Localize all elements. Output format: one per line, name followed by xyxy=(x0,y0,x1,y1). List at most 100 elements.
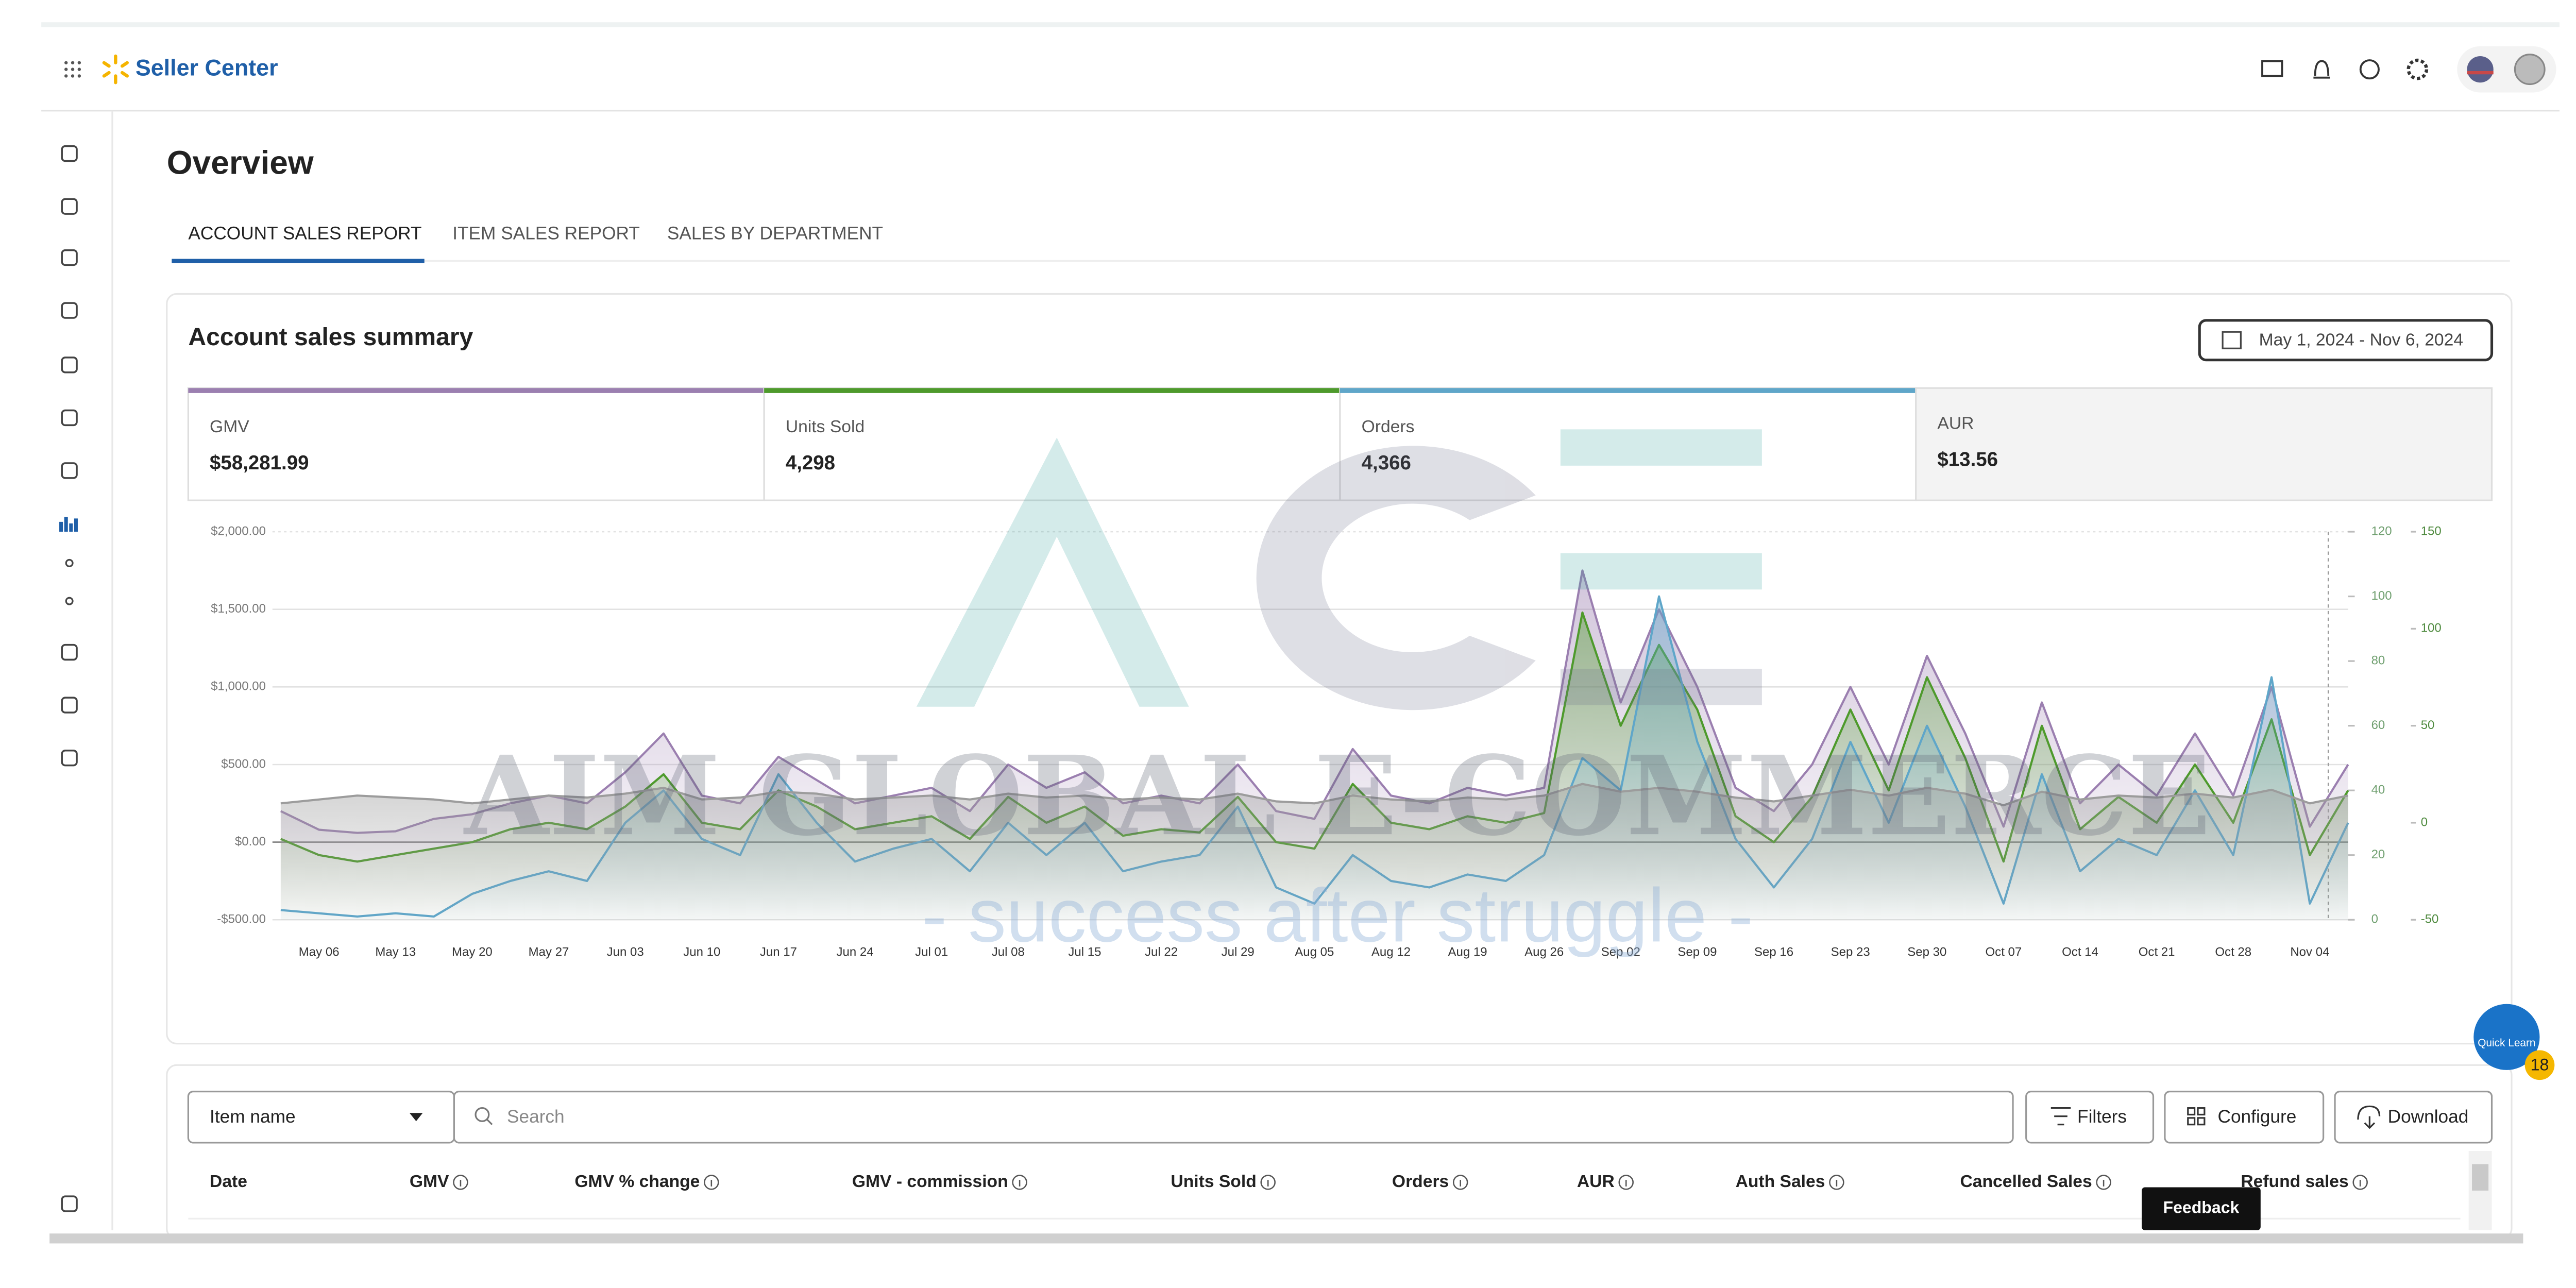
filter-field: Item name xyxy=(210,1107,296,1127)
x-tick-label: Jun 17 xyxy=(760,945,797,959)
y2-tick-label: 80 xyxy=(2371,653,2385,667)
tab[interactable]: ACCOUNT SALES REPORT xyxy=(188,223,421,243)
kpi-label: Units Sold xyxy=(786,417,865,436)
x-tick-label: Sep 23 xyxy=(1831,945,1870,959)
kpi-value: 4,366 xyxy=(1362,452,1411,474)
nav-icon[interactable] xyxy=(61,1195,78,1212)
column-header[interactable]: GMV - commission xyxy=(852,1172,1008,1191)
quick-learn-badge xyxy=(2524,1050,2555,1080)
avatar[interactable] xyxy=(2514,54,2546,86)
kpi-label: AUR xyxy=(1937,414,1974,433)
quick-learn-button[interactable] xyxy=(2473,1004,2540,1070)
card-title: Account sales summary xyxy=(188,323,473,351)
top-bar: Seller Center xyxy=(64,46,2556,93)
brand[interactable]: Seller Center xyxy=(135,54,278,80)
x-tick-label: Jul 22 xyxy=(1145,945,1178,959)
download-button[interactable] xyxy=(2334,1090,2493,1144)
kpi-label: Orders xyxy=(1362,417,1415,436)
nav-icon[interactable] xyxy=(61,302,78,319)
info-icon[interactable] xyxy=(2096,1175,2111,1190)
info-icon[interactable] xyxy=(1829,1175,1844,1190)
x-tick-label: Oct 14 xyxy=(2062,945,2098,959)
nav-icon[interactable] xyxy=(61,643,78,661)
date-range-button[interactable] xyxy=(2198,319,2494,362)
kpi-tab[interactable] xyxy=(763,387,1341,501)
settings-icon[interactable] xyxy=(2406,58,2429,80)
kpi-tab[interactable] xyxy=(1915,387,2493,501)
configure-button[interactable] xyxy=(2164,1090,2325,1144)
mail-icon[interactable] xyxy=(2261,60,2283,77)
kpi-value: $13.56 xyxy=(1937,448,1998,470)
x-tick-label: Jun 03 xyxy=(607,945,644,959)
badge-count: 18 xyxy=(2531,1055,2549,1074)
filters-icon xyxy=(2050,1107,2071,1126)
column-header[interactable]: Auth Sales xyxy=(1736,1172,1825,1191)
nav-icon[interactable] xyxy=(65,597,74,605)
nav-icon[interactable] xyxy=(61,697,78,714)
nav-icon[interactable] xyxy=(65,558,74,567)
y3-tick-label: 100 xyxy=(2421,621,2442,635)
x-tick-label: Nov 04 xyxy=(2290,945,2329,959)
nav-icon[interactable] xyxy=(61,249,78,266)
watermark-title: AIM GLOBAL E-COMMERCE xyxy=(463,732,2211,860)
nav-icon[interactable] xyxy=(61,409,78,427)
column-header[interactable]: GMV % change xyxy=(574,1172,700,1191)
feedback-label: Feedback xyxy=(2163,1198,2240,1217)
help-icon[interactable] xyxy=(2359,59,2380,80)
bell-icon[interactable] xyxy=(2313,60,2330,79)
tab[interactable]: SALES BY DEPARTMENT xyxy=(667,223,883,243)
column-header[interactable]: GMV xyxy=(410,1172,449,1191)
column-header[interactable]: Units Sold xyxy=(1171,1172,1256,1191)
nav-icon[interactable] xyxy=(61,145,78,162)
x-tick-label: Aug 19 xyxy=(1448,945,1487,959)
nav-icon[interactable] xyxy=(61,749,78,767)
info-icon[interactable] xyxy=(2352,1175,2368,1190)
x-tick-label: Oct 21 xyxy=(2139,945,2175,959)
watermark-tagline: - success after struggle - xyxy=(922,873,1753,958)
column-header[interactable]: Date xyxy=(210,1172,247,1191)
search-box[interactable] xyxy=(453,1090,2014,1144)
horizontal-scrollbar[interactable] xyxy=(49,1233,2523,1244)
y3-tick-label: 50 xyxy=(2421,718,2435,732)
x-tick-label: Oct 28 xyxy=(2215,945,2251,959)
y3-tick-label: 0 xyxy=(2421,815,2428,829)
y3-tick-label: 150 xyxy=(2421,524,2442,538)
y2-tick-label: 0 xyxy=(2371,912,2378,926)
table-header: Date GMV GMV % change GMV - commission Units… xyxy=(210,1172,2368,1191)
x-tick-label: Oct 07 xyxy=(1986,945,2022,959)
info-icon[interactable] xyxy=(453,1175,468,1190)
info-icon[interactable] xyxy=(704,1175,719,1190)
filters-button[interactable] xyxy=(2025,1090,2155,1144)
nav-icon[interactable] xyxy=(61,462,78,479)
info-icon[interactable] xyxy=(1618,1175,1634,1190)
nav-icon[interactable] xyxy=(61,198,78,215)
x-tick-label: Jun 24 xyxy=(836,945,873,959)
column-header[interactable]: Cancelled Sales xyxy=(1960,1172,2092,1191)
kpi-tab[interactable] xyxy=(187,387,765,501)
column-header[interactable]: Orders xyxy=(1392,1172,1449,1191)
x-tick-label: Sep 02 xyxy=(1601,945,1640,959)
kpi-value: $58,281.99 xyxy=(210,452,309,474)
y-tick-label: $500.00 xyxy=(221,757,266,771)
y2-tick-label: 60 xyxy=(2371,718,2385,732)
button-label: Download xyxy=(2388,1107,2469,1127)
x-tick-label: May 06 xyxy=(299,945,340,959)
nav-icon-active[interactable] xyxy=(59,517,78,532)
nav-icon[interactable] xyxy=(61,357,78,374)
info-icon[interactable] xyxy=(1452,1175,1468,1190)
y2-tick-label: 40 xyxy=(2371,783,2385,797)
apps-icon[interactable] xyxy=(64,61,81,78)
flag-icon[interactable] xyxy=(2467,56,2494,83)
kpi-label: GMV xyxy=(210,417,249,436)
feedback-tab[interactable] xyxy=(2142,1187,2261,1230)
y2-tick-label: 20 xyxy=(2371,848,2385,861)
column-header[interactable]: AUR xyxy=(1577,1172,1615,1191)
tab[interactable]: ITEM SALES REPORT xyxy=(452,223,640,243)
info-icon[interactable] xyxy=(1260,1175,1276,1190)
x-tick-label: Aug 12 xyxy=(1371,945,1411,959)
kpi-tab[interactable] xyxy=(1339,387,1917,501)
sidebar xyxy=(59,145,78,1212)
kpi-tabs: GMV $58,281.99 Units Sold 4,298 Orders 4,366 A… xyxy=(187,387,2493,501)
scroll-thumb[interactable] xyxy=(2472,1164,2489,1191)
info-icon[interactable] xyxy=(1012,1175,1027,1190)
